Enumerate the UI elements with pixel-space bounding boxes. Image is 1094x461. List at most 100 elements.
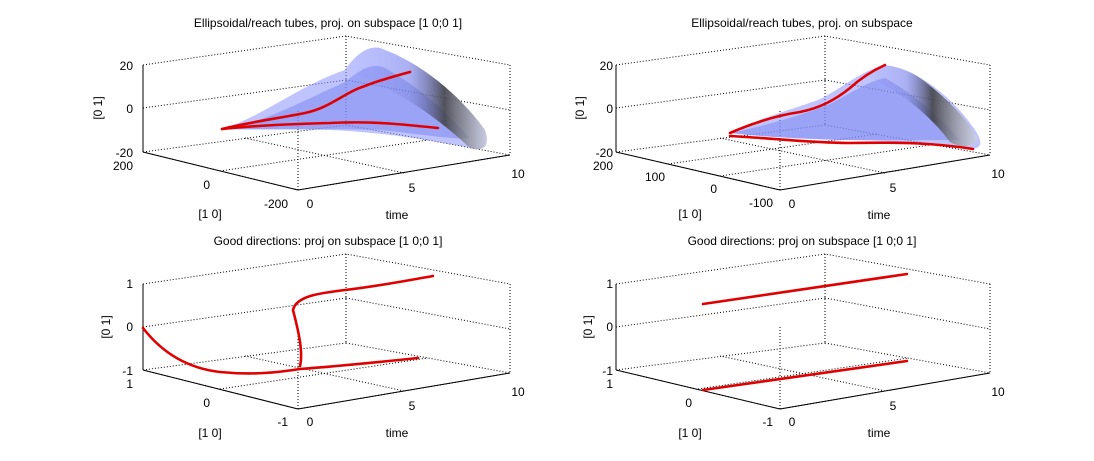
chart-2-top-edges xyxy=(615,35,991,66)
chart-1-ytick-neg200: -200 xyxy=(264,197,288,211)
chart-2-tube-shade xyxy=(858,65,978,147)
chart-4-lower-line xyxy=(701,359,909,392)
chart-1-xtick-0: 0 xyxy=(307,197,314,211)
chart-4-ztick-1: 1 xyxy=(606,277,613,291)
chart-3-grid-z0 xyxy=(142,297,347,328)
chart-3-ticks: [0 1] 1 0 -1 1 0 -1 [1 0] 0 5 10 time xyxy=(99,277,525,440)
chart-1-ytick-200: 200 xyxy=(113,159,133,173)
chart-2-x-axis xyxy=(779,154,991,191)
chart-3-grid-z0b xyxy=(345,297,511,330)
chart-2-ztick-0: 0 xyxy=(606,102,613,116)
chart-3-ytick-0: 0 xyxy=(203,396,210,410)
chart-1-y-axis xyxy=(142,151,299,191)
chart-2-xlabel: time xyxy=(868,208,891,222)
subplot-4: Good directions: proj on subspace [1 0;0… xyxy=(581,234,1005,440)
chart-1-curves xyxy=(220,70,440,131)
chart-2-zlabel: [0 1] xyxy=(573,96,587,119)
chart-4-grid-y0 xyxy=(697,357,909,390)
chart-4-ticks: [0 1] 1 0 -1 1 0 -1 [1 0] 0 5 10 time xyxy=(581,277,1005,440)
chart-2-ytick-neg100: -100 xyxy=(749,196,773,210)
chart-3-floor-back xyxy=(142,342,347,371)
chart-3-top-edges xyxy=(142,253,511,285)
chart-2-title: Ellipsoidal/reach tubes, proj. on subspa… xyxy=(691,16,913,30)
chart-1-tube-shade xyxy=(345,47,487,150)
chart-1-x-axis xyxy=(297,154,511,191)
chart-3-curves xyxy=(141,274,435,375)
chart-1-ytick-0: 0 xyxy=(203,178,210,192)
chart-4-top-edges xyxy=(615,253,991,285)
chart-4-xtick-10: 10 xyxy=(991,385,1005,399)
subplot-2: Ellipsoidal/reach tubes, proj. on subspa… xyxy=(573,16,1005,222)
chart-1-lower-curve xyxy=(220,121,440,131)
chart-2-ytick-100: 100 xyxy=(645,170,665,184)
chart-2-lower-curve xyxy=(728,134,975,151)
chart-1-ylabel: [1 0] xyxy=(198,207,221,221)
chart-2-xtick-10: 10 xyxy=(991,167,1005,181)
chart-3-ylabel: [1 0] xyxy=(198,426,221,440)
chart-4-ytick-neg1: -1 xyxy=(762,415,773,429)
chart-2-ylabel: [1 0] xyxy=(678,207,701,221)
chart-4-ztick-neg1: -1 xyxy=(602,364,613,378)
chart-3-back-edges xyxy=(142,284,511,410)
chart-1-ztick-neg20: -20 xyxy=(116,146,134,160)
chart-1-grid-t5 xyxy=(244,137,405,174)
chart-2-ytick-200: 200 xyxy=(593,159,613,173)
chart-1-upper-curve xyxy=(220,70,412,131)
chart-2-tube xyxy=(730,65,981,149)
chart-1-title: Ellipsoidal/reach tubes, proj. on subspa… xyxy=(194,16,462,30)
chart-3-grid-t5 xyxy=(244,355,405,392)
chart-3-xtick-10: 10 xyxy=(511,385,525,399)
chart-3-lower-curve xyxy=(141,326,420,375)
chart-4-ytick-0: 0 xyxy=(685,396,692,410)
chart-2-grid-y0 xyxy=(719,144,931,177)
chart-4-grid-z0b xyxy=(824,297,991,330)
chart-4-floor-right xyxy=(824,342,991,374)
chart-3-ytick-neg1: -1 xyxy=(277,415,288,429)
chart-2-upper-curve xyxy=(728,63,887,135)
chart-2-ztick-20: 20 xyxy=(600,59,614,73)
chart-1-top-edges xyxy=(142,35,511,66)
chart-4-ytick-1: 1 xyxy=(606,377,613,391)
chart-4-x-axis xyxy=(779,372,991,410)
chart-1-xtick-5: 5 xyxy=(409,181,416,195)
chart-1-zlabel: [0 1] xyxy=(91,96,105,119)
chart-4-title: Good directions: proj on subspace [1 0;0… xyxy=(688,234,917,248)
chart-1-ztick-0: 0 xyxy=(126,102,133,116)
chart-1-ztick-20: 20 xyxy=(120,59,134,73)
chart-2-curves xyxy=(728,63,975,151)
chart-1-xtick-10: 10 xyxy=(511,167,525,181)
chart-4-zlabel: [0 1] xyxy=(581,315,595,338)
subplot-1: Ellipsoidal/reach tubes, proj. on subspa… xyxy=(91,16,525,222)
chart-4-xtick-0: 0 xyxy=(789,415,796,429)
chart-3-zlabel: [0 1] xyxy=(99,315,113,338)
chart-2-ytick-0: 0 xyxy=(710,182,717,196)
chart-4-y-axis xyxy=(615,369,781,410)
chart-4-xtick-5: 5 xyxy=(890,399,897,413)
chart-3-xlabel: time xyxy=(386,426,409,440)
chart-3-y-axis xyxy=(142,369,299,410)
chart-4-grid-z0 xyxy=(615,297,826,328)
chart-4-grid-t5 xyxy=(719,355,886,392)
chart-4-xlabel: time xyxy=(868,426,891,440)
chart-1-tube xyxy=(222,47,487,150)
chart-4-back-edges xyxy=(615,284,991,410)
chart-3-upper-curve xyxy=(291,274,435,368)
chart-4-upper-line xyxy=(701,272,909,306)
chart-2-y-axis xyxy=(615,151,781,191)
chart-1-floor-back xyxy=(142,124,347,153)
chart-2-ticks: [0 1] 20 0 -20 200 100 0 -100 [1 0] 0 5 … xyxy=(573,59,1005,222)
chart-3-ztick-0: 0 xyxy=(126,320,133,334)
chart-2-xtick-0: 0 xyxy=(789,197,796,211)
chart-2-grid-z0 xyxy=(615,79,826,109)
chart-4-curves xyxy=(701,272,909,392)
chart-2-grid-t5 xyxy=(719,137,886,174)
subplot-3: Good directions: proj on subspace [1 0;0… xyxy=(99,234,525,440)
chart-3-ytick-1: 1 xyxy=(126,377,133,391)
chart-3-axes-box xyxy=(142,253,511,410)
chart-1-grid-z0 xyxy=(142,79,347,109)
chart-2-xtick-5: 5 xyxy=(890,181,897,195)
chart-4-ylabel: [1 0] xyxy=(678,426,701,440)
chart-3-ztick-1: 1 xyxy=(126,277,133,291)
chart-2-grid-y100 xyxy=(667,133,878,165)
